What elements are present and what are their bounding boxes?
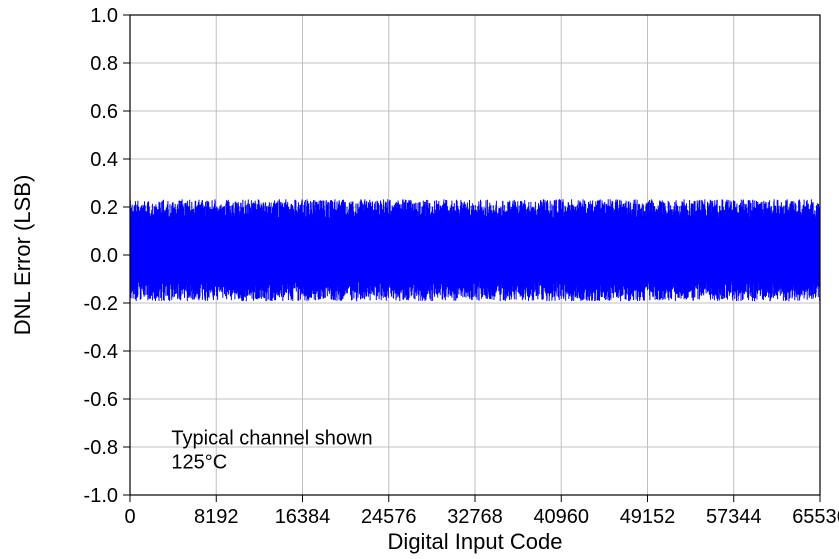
y-tick-label: 0.2 (90, 197, 118, 219)
y-tick-label: 0.6 (90, 101, 118, 123)
x-tick-label: 65536 (792, 506, 839, 528)
x-tick-label: 49152 (620, 506, 676, 528)
y-tick-label: -0.8 (84, 437, 118, 459)
y-tick-label: 1.0 (90, 5, 118, 27)
y-tick-label: 0.4 (90, 149, 118, 171)
y-tick-label: -0.4 (84, 341, 118, 363)
y-tick-label: -1.0 (84, 485, 118, 507)
x-tick-label: 57344 (706, 506, 762, 528)
y-tick-label: -0.6 (84, 389, 118, 411)
chart-annotation: 125°C (171, 452, 227, 474)
x-axis-label: Digital Input Code (388, 529, 563, 554)
y-tick-label: 0.0 (90, 245, 118, 267)
x-tick-label: 0 (124, 506, 135, 528)
y-tick-label: 0.8 (90, 53, 118, 75)
x-tick-label: 40960 (533, 506, 589, 528)
chart-svg: 0 8192 16384 24576 32768 40960 49152 57344 65536… (0, 0, 839, 559)
y-tick-label: -0.2 (84, 293, 118, 315)
y-axis-label: DNL Error (LSB) (10, 175, 35, 336)
x-tick-label: 16384 (275, 506, 331, 528)
x-tick-label: 8192 (194, 506, 239, 528)
x-tick-label: 32768 (447, 506, 503, 528)
x-tick-label: 24576 (361, 506, 417, 528)
dnl-chart: 0 8192 16384 24576 32768 40960 49152 57344 65536… (0, 0, 839, 559)
chart-annotation: Typical channel shown (171, 428, 372, 450)
